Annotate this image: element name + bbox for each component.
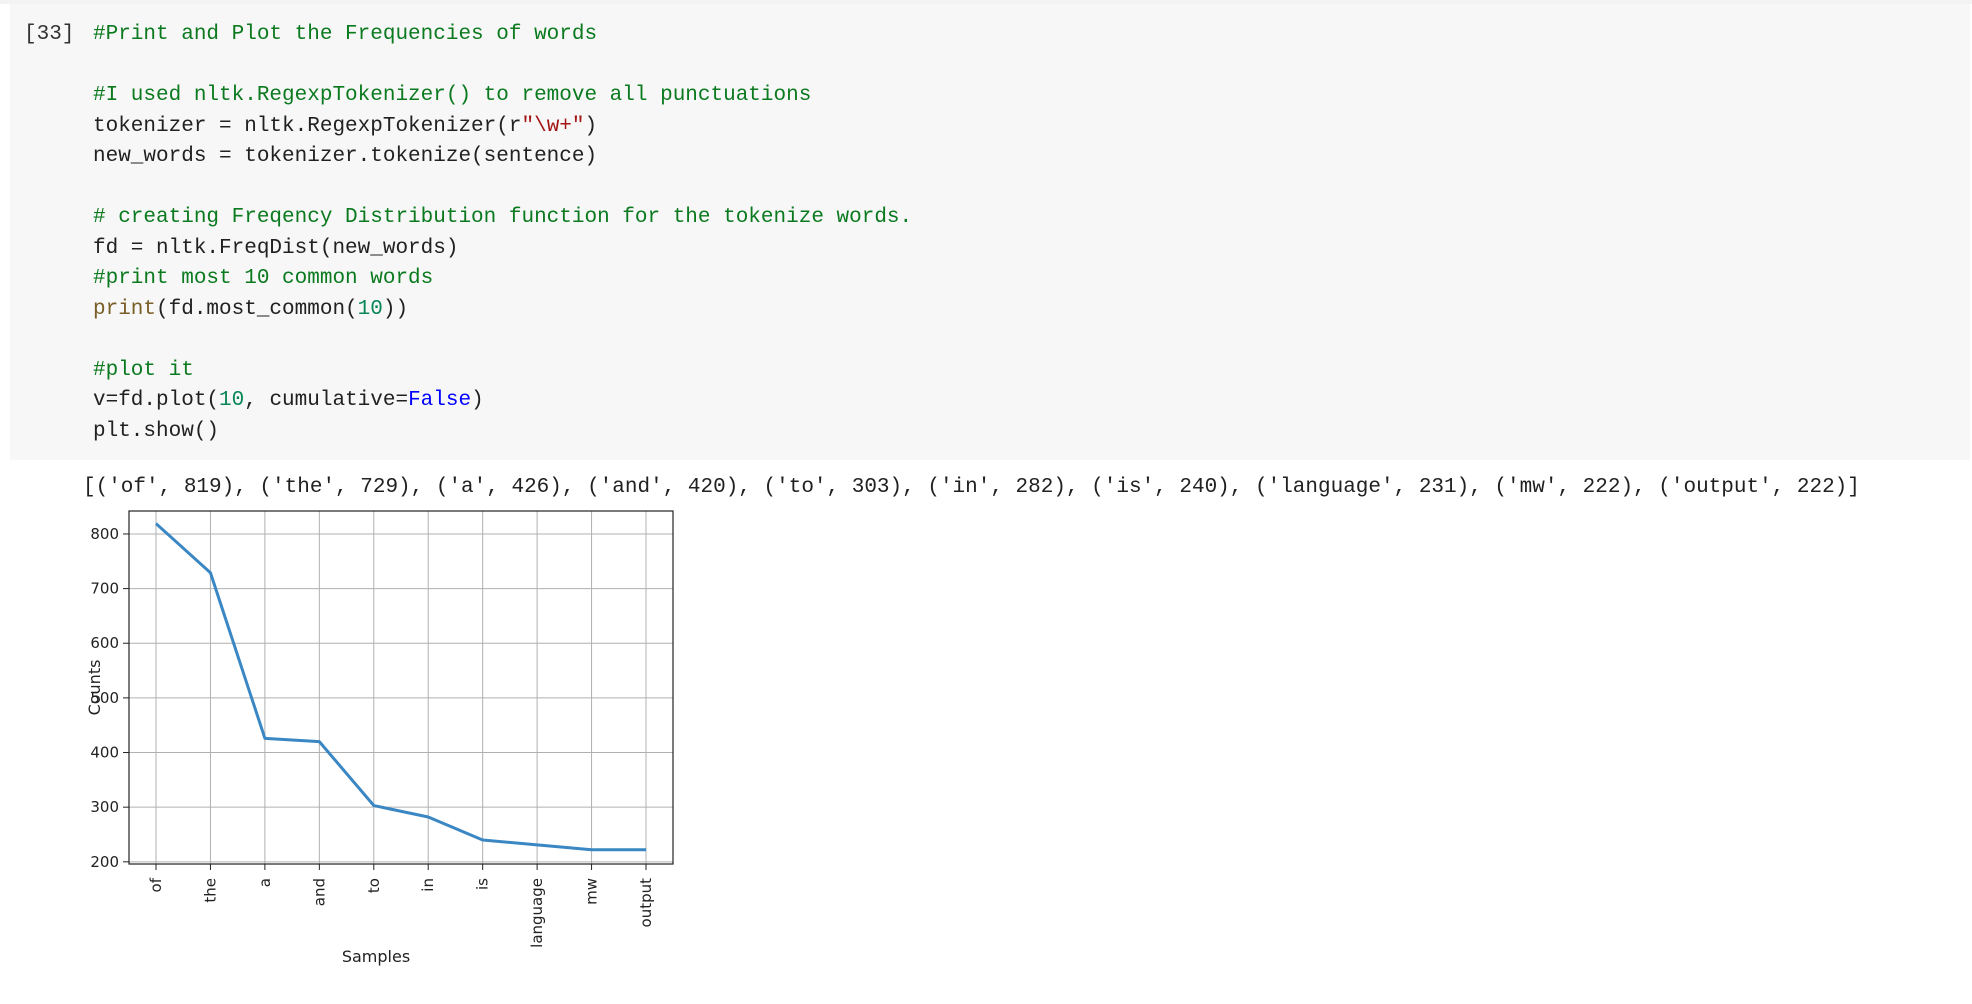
- y-axis-ticks: 200 300 400 500 600 700 800: [90, 525, 129, 871]
- code-line: #Print and Plot the Frequencies of words: [93, 20, 912, 51]
- code-line: [93, 173, 912, 204]
- x-axis-ticks: of the a and to in is language mw output: [147, 864, 655, 948]
- code-line: # creating Freqency Distribution functio…: [93, 203, 912, 234]
- code-line: [93, 325, 912, 356]
- code-token: False: [408, 389, 472, 412]
- x-tick-label: the: [201, 878, 219, 903]
- code-line: #plot it: [93, 356, 912, 387]
- code-token: #print most 10 common words: [93, 267, 434, 290]
- code-token: )): [382, 297, 409, 321]
- code-token: , cumulative=: [244, 389, 409, 412]
- x-tick-label: mw: [583, 878, 601, 905]
- y-tick-label: 300: [90, 798, 119, 816]
- series-line: [154, 522, 646, 852]
- y-tick-label: 700: [90, 580, 119, 598]
- code-token: ): [471, 389, 484, 412]
- x-tick-label: and: [310, 878, 328, 906]
- code-token: v=fd.plot(: [93, 389, 220, 412]
- code-token: #plot it: [93, 358, 194, 382]
- frequency-chart: 200 300 400 500 600 700 800 of the a and to in is lan…: [85, 510, 674, 966]
- code-token: #Print and Plot the Frequencies of words: [93, 23, 598, 46]
- code-token: #I used nltk.RegexpTokenizer() to remove…: [93, 84, 812, 107]
- code-token: (fd.most_common(: [156, 297, 358, 321]
- y-tick-label: 200: [90, 853, 119, 871]
- x-tick-label: a: [256, 878, 274, 887]
- code-line: #print most 10 common words: [93, 264, 912, 295]
- y-tick-label: 800: [90, 525, 119, 543]
- x-tick-label: in: [419, 878, 437, 892]
- code-line: plt.show(): [93, 417, 912, 448]
- code-line: #I used nltk.RegexpTokenizer() to remove…: [93, 81, 912, 112]
- code-token: # creating Freqency Distribution functio…: [93, 206, 913, 229]
- code-line: [93, 51, 912, 82]
- grid-lines: [129, 511, 673, 864]
- plot-area: [129, 511, 673, 864]
- code-token: 10: [219, 389, 245, 412]
- code-line: new_words = tokenizer.tokenize(sentence): [93, 142, 912, 173]
- code-line: tokenizer = nltk.RegexpTokenizer(r"\w+"): [93, 112, 912, 143]
- plot-frame: [128, 510, 674, 865]
- x-tick-label: output: [637, 878, 655, 928]
- x-tick-label: to: [365, 878, 383, 893]
- code-token: 10: [357, 297, 383, 321]
- code-line: fd = nltk.FreqDist(new_words): [93, 234, 912, 265]
- code-token: tokenizer = nltk.RegexpTokenizer(r: [93, 114, 522, 138]
- code-token: plt.show(): [93, 419, 220, 443]
- x-tick-label: of: [147, 877, 165, 892]
- y-tick-label: 600: [90, 634, 119, 652]
- output-text: [('of', 819), ('the', 729), ('a', 426), …: [83, 476, 1860, 499]
- code-line: v=fd.plot(10, cumulative=False): [93, 386, 912, 417]
- code-token: print: [93, 297, 157, 321]
- x-axis-label: Samples: [342, 947, 410, 966]
- series-line-group: [154, 522, 647, 852]
- x-tick-label: is: [474, 878, 492, 890]
- code-line: print(fd.most_common(10)): [93, 295, 912, 326]
- x-tick-label: language: [528, 878, 546, 948]
- code-token: fd = nltk.FreqDist(new_words): [93, 236, 459, 260]
- y-tick-label: 400: [90, 744, 119, 762]
- code-editor[interactable]: #Print and Plot the Frequencies of words…: [93, 20, 912, 447]
- code-token: "\w+": [521, 114, 585, 138]
- y-axis-label: Counts: [85, 660, 104, 716]
- top-separator: [0, 0, 1972, 4]
- code-token: new_words = tokenizer.tokenize(sentence): [93, 145, 598, 168]
- execution-count: [33]: [24, 23, 75, 46]
- code-token: ): [584, 114, 598, 138]
- code-cell[interactable]: [33] #Print and Plot the Frequencies of …: [10, 4, 1970, 460]
- y-tick-label: 500: [90, 689, 119, 707]
